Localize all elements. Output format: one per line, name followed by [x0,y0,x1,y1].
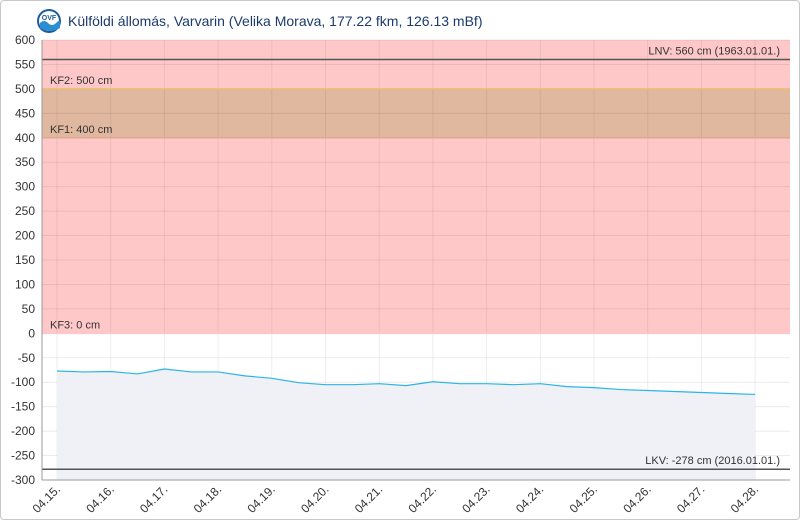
data-point [700,391,702,393]
data-point [727,392,729,394]
y-tick-label: 0 [28,326,35,340]
y-tick-label: 450 [15,106,35,120]
y-tick-label: 50 [22,302,36,316]
x-tick-label: 04.18. [191,482,224,515]
svg-text:OVF: OVF [42,15,57,22]
x-tick-label: 04.16. [83,482,116,515]
x-tick-label: 04.23. [459,482,492,515]
chart-header: OVF Külföldi állomás, Varvarin (Velika M… [36,8,482,34]
data-point [754,393,756,395]
threshold-label-2: KF1: 400 cm [50,124,112,136]
y-tick-label: 500 [15,82,35,96]
data-point [566,386,568,388]
data-point [593,387,595,389]
data-point [217,371,219,373]
y-tick-label: -100 [11,375,35,389]
ovf-water-logo-icon: OVF [37,9,61,33]
y-tick-label: 100 [15,277,35,291]
data-point [83,371,85,373]
data-point [539,383,541,385]
y-tick-label: 400 [15,131,35,145]
y-tick-label: -50 [18,351,36,365]
data-point [298,382,300,384]
series-line [56,368,756,396]
data-point [163,368,165,370]
chart-title: Külföldi állomás, Varvarin (Velika Morav… [68,13,483,29]
data-point [110,370,112,372]
y-tick-label: 350 [15,155,35,169]
data-point [405,385,407,387]
threshold-band-1 [42,88,790,138]
y-tick-label: 150 [15,253,35,267]
data-point [325,384,327,386]
y-tick-label: -150 [11,400,35,414]
threshold-label-1: KF2: 500 cm [50,75,112,87]
data-point [674,391,676,393]
x-tick-label: 04.21. [352,482,385,515]
y-tick-label: -200 [11,424,35,438]
data-point [647,390,649,392]
series-area [57,369,756,480]
data-point [137,373,139,375]
x-tick-label: 04.27. [674,482,707,515]
data-point [512,384,514,386]
y-tick-label: 200 [15,229,35,243]
x-tick-label: 04.24. [513,482,546,515]
y-tick-label: -300 [11,473,35,487]
data-point [271,377,273,379]
x-tick-label: 04.17. [137,482,170,515]
x-tick-label: 04.15. [30,482,63,515]
threshold-label-3: KF3: 0 cm [50,319,100,331]
y-tick-label: -250 [11,449,35,463]
y-tick-label: 600 [15,33,35,47]
x-tick-label: 04.22. [406,482,439,515]
data-point [432,381,434,383]
x-tick-label: 04.26. [620,482,653,515]
data-point [56,370,58,372]
x-tick-label: 04.19. [244,482,277,515]
data-point [378,383,380,385]
data-point [351,384,353,386]
data-point [459,383,461,385]
y-tick-label: 250 [15,204,35,218]
x-tick-label: 04.20. [298,482,331,515]
data-point [190,371,192,373]
data-point [486,383,488,385]
y-tick-label: 550 [15,57,35,71]
x-tick-label: 04.25. [567,482,600,515]
y-tick-label: 300 [15,180,35,194]
threshold-label-4: LKV: -278 cm (2016.01.01.) [645,455,780,467]
data-point [244,375,246,377]
threshold-label-0: LNV: 560 cm (1963.01.01.) [648,46,780,58]
x-tick-label: 04.28. [728,482,761,515]
data-point [620,389,622,391]
